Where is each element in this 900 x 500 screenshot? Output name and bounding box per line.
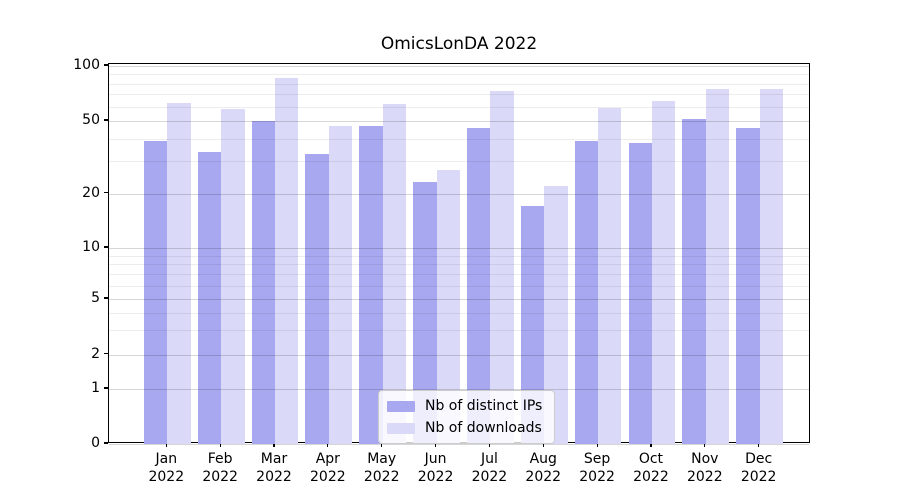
x-tick-mark: [650, 443, 652, 447]
x-tick-mark: [327, 443, 329, 447]
bar-dec-distinct-ips: [736, 127, 760, 444]
x-tick-mark: [542, 443, 544, 447]
x-tick-mark: [704, 443, 706, 447]
legend-label-distinct-ips: Nb of distinct IPs: [425, 398, 543, 414]
bar-jul-downloads: [490, 90, 514, 444]
x-tick-label-feb: Feb 2022: [202, 451, 238, 485]
legend-item-distinct-ips: Nb of distinct IPs: [387, 397, 542, 415]
bar-jan-downloads: [167, 102, 191, 444]
bar-dec-downloads: [759, 88, 784, 444]
bar-feb-distinct-ips: [197, 151, 222, 444]
bar-oct-downloads: [651, 101, 676, 444]
x-tick-label-mar: Mar 2022: [256, 451, 292, 485]
bar-nov-downloads: [705, 88, 730, 444]
bar-jun-downloads: [436, 169, 460, 444]
y-tick-label-20: 20: [82, 184, 100, 201]
x-tick-label-oct: Oct 2022: [633, 451, 669, 485]
y-tick-mark: [104, 442, 108, 444]
x-tick-mark: [219, 443, 221, 447]
bars-layer: [109, 64, 809, 444]
x-tick-mark: [381, 443, 383, 447]
legend-swatch-downloads: [387, 422, 415, 434]
bar-aug-distinct-ips: [520, 206, 545, 444]
bar-mar-downloads: [275, 77, 299, 444]
bar-nov-distinct-ips: [682, 119, 706, 444]
x-tick-label-jun: Jun 2022: [417, 451, 454, 485]
x-tick-mark: [758, 443, 760, 447]
bar-oct-distinct-ips: [628, 142, 652, 444]
x-tick-mark: [488, 443, 490, 447]
x-tick-mark: [434, 443, 437, 447]
bar-may-distinct-ips: [359, 125, 383, 444]
y-tick-label-10: 10: [82, 239, 100, 255]
bar-may-downloads: [382, 103, 407, 444]
y-tick-label-100: 100: [73, 57, 100, 73]
legend-swatch-distinct-ips: [387, 400, 415, 412]
x-tick-label-jul: Jul 2022: [471, 451, 508, 485]
x-tick-label-jan: Jan 2022: [148, 451, 185, 485]
y-tick-label-5: 5: [91, 290, 100, 306]
bar-jul-distinct-ips: [467, 127, 491, 444]
bar-sep-downloads: [598, 107, 622, 444]
bar-jan-distinct-ips: [143, 140, 168, 444]
x-tick-mark: [596, 443, 598, 447]
y-tick-label-2: 2: [91, 345, 100, 362]
bar-jun-distinct-ips: [413, 182, 437, 444]
x-tick-mark: [273, 443, 275, 447]
y-tick-mark: [104, 352, 108, 355]
x-tick-label-may: May 2022: [363, 451, 400, 485]
x-tick-label-sep: Sep 2022: [579, 451, 615, 485]
x-tick-label-apr: Apr 2022: [310, 451, 346, 485]
y-tick-mark: [104, 297, 108, 299]
y-tick-mark: [104, 191, 108, 194]
bar-sep-distinct-ips: [574, 140, 599, 444]
bar-apr-downloads: [328, 125, 353, 444]
bar-feb-downloads: [221, 109, 245, 444]
x-tick-label-dec: Dec 2022: [740, 451, 777, 485]
y-tick-mark: [104, 246, 108, 248]
y-tick-mark: [104, 119, 108, 121]
y-tick-label-1: 1: [91, 380, 100, 396]
bar-apr-distinct-ips: [305, 153, 329, 444]
y-tick-mark: [104, 387, 108, 389]
x-tick-label-nov: Nov 2022: [686, 451, 723, 485]
y-tick-mark: [104, 64, 108, 66]
legend-label-downloads: Nb of downloads: [425, 420, 542, 436]
chart-title: OmicsLonDA 2022: [380, 34, 538, 54]
y-tick-label-50: 50: [82, 112, 100, 128]
x-tick-label-aug: Aug 2022: [525, 451, 562, 485]
bar-aug-downloads: [544, 185, 568, 444]
plot-area: Nb of distinct IPs Nb of downloads: [108, 63, 810, 445]
legend: Nb of distinct IPs Nb of downloads: [378, 390, 556, 444]
legend-item-downloads: Nb of downloads: [387, 419, 542, 437]
x-tick-mark: [165, 443, 167, 447]
y-tick-label-0: 0: [91, 435, 100, 451]
bar-mar-distinct-ips: [251, 121, 275, 444]
